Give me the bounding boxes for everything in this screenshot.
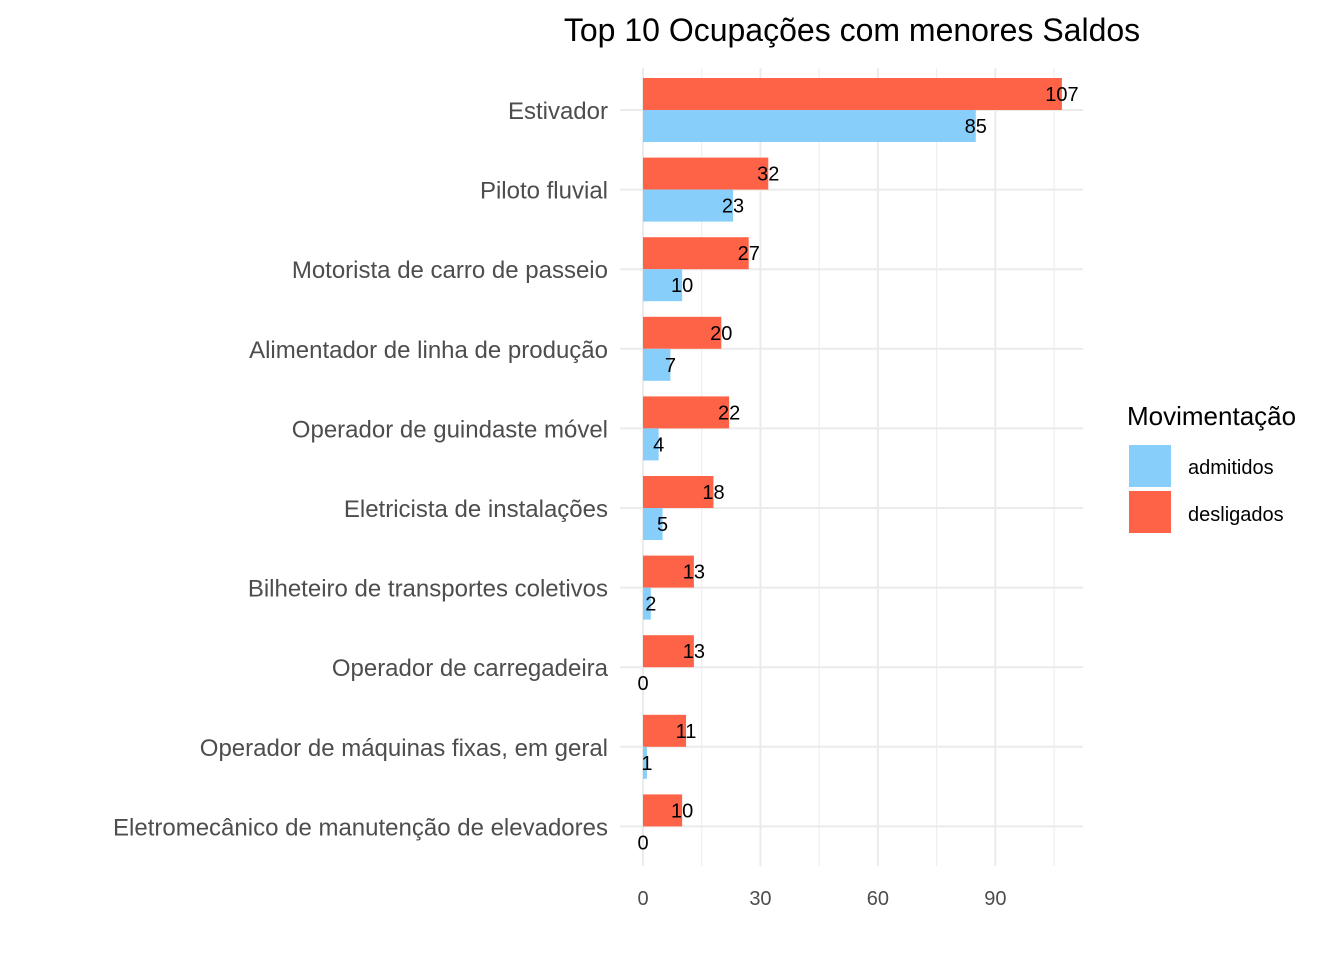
value-label-desligados: 18 <box>702 482 724 504</box>
bar-desligados <box>643 555 694 588</box>
bar-admitidos <box>643 348 671 381</box>
x-tick-label: 60 <box>867 888 889 910</box>
bars <box>643 78 1062 827</box>
bar-desligados <box>643 794 683 827</box>
x-axis: 0 30 60 90 <box>637 888 1006 910</box>
value-label-desligados: 10 <box>671 800 693 822</box>
y-tick-label: Motorista de carro de passeio <box>292 257 608 284</box>
y-tick-label: Eletricista de instalações <box>344 496 608 523</box>
bar-desligados <box>643 78 1062 110</box>
y-tick-label: Operador de guindaste móvel <box>292 416 608 443</box>
bar-desligados <box>643 157 769 190</box>
legend-label-desligados: desligados <box>1188 504 1284 526</box>
y-tick-label: Bilheteiro de transportes coletivos <box>248 576 608 603</box>
bar-admitidos <box>643 428 659 461</box>
legend-title: Movimentação <box>1127 401 1296 431</box>
bar-desligados <box>643 476 714 508</box>
value-label-admitidos: 5 <box>657 514 668 536</box>
value-label-desligados: 13 <box>683 562 705 584</box>
value-label-desligados: 107 <box>1045 84 1078 106</box>
y-axis: Estivador Piloto fluvial Motorista de carr… <box>113 98 609 841</box>
bar-admitidos <box>643 110 976 142</box>
x-tick-label: 30 <box>749 888 771 910</box>
bar-desligados <box>643 396 730 429</box>
value-label-desligados: 22 <box>718 402 740 424</box>
value-label-admitidos: 2 <box>645 594 656 616</box>
value-label-desligados: 20 <box>710 323 732 345</box>
bar-admitidos <box>643 508 663 540</box>
value-label-admitidos: 4 <box>653 434 664 456</box>
value-label-desligados: 27 <box>738 243 760 265</box>
legend-swatch-admitidos <box>1129 445 1171 487</box>
value-label-admitidos: 23 <box>722 196 744 218</box>
x-tick-label: 0 <box>637 888 648 910</box>
bar-desligados <box>643 237 749 270</box>
y-tick-label: Eletromecânico de manutenção de elevador… <box>113 814 608 841</box>
value-label-desligados: 13 <box>683 641 705 663</box>
y-tick-label: Estivador <box>508 98 608 125</box>
y-tick-label: Operador de carregadeira <box>332 655 609 682</box>
value-label-admitidos: 0 <box>637 673 648 695</box>
value-label-desligados: 11 <box>676 721 697 743</box>
x-tick-label: 90 <box>984 888 1006 910</box>
legend-swatch-desligados <box>1129 491 1171 533</box>
y-tick-label: Alimentador de linha de produção <box>249 337 608 364</box>
value-label-desligados: 32 <box>757 164 779 186</box>
bar-desligados <box>643 714 687 747</box>
bar-desligados <box>643 316 722 349</box>
bar-admitidos <box>643 269 683 302</box>
legend-label-admitidos: admitidos <box>1188 457 1274 479</box>
value-label-admitidos: 1 <box>641 753 652 775</box>
value-label-admitidos: 10 <box>671 275 693 297</box>
bar-admitidos <box>643 746 647 779</box>
value-label-admitidos: 85 <box>965 116 987 138</box>
value-label-admitidos: 0 <box>637 832 648 854</box>
value-label-admitidos: 7 <box>665 355 676 377</box>
bar-admitidos <box>643 587 651 620</box>
bar-admitidos <box>643 189 734 222</box>
y-tick-label: Piloto fluvial <box>480 178 608 205</box>
y-tick-label: Operador de máquinas fixas, em geral <box>200 735 608 762</box>
legend: Movimentação admitidos desligados <box>1127 401 1296 533</box>
bar-desligados <box>643 635 694 668</box>
chart-title: Top 10 Ocupações com menores Saldos <box>564 12 1140 48</box>
